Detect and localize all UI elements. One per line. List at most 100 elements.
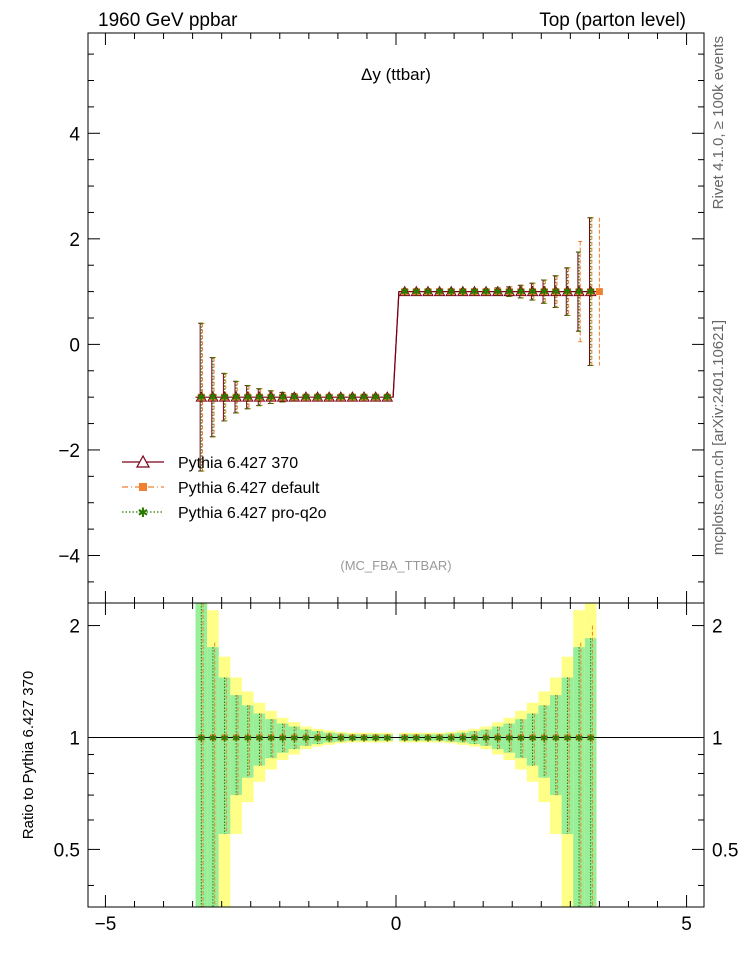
ratio-point-pythia-q2o: ✱ [459, 733, 467, 744]
ratio-point-pythia-default [198, 734, 205, 741]
star-marker-icon: ✱ [138, 505, 149, 520]
ratio-point-pythia-default [209, 734, 216, 741]
ratio-point-pythia-q2o: ✱ [412, 733, 420, 744]
data-point-pythia370 [334, 391, 347, 402]
ratio-point-pythia-q2o: ✱ [302, 733, 310, 744]
data-point-pythia-q2o: ✱ [359, 392, 368, 404]
ratio-point-pythia-default [314, 734, 321, 741]
ratio-series-group: ✱ ✱ ✱ ✱ ✱ ✱ ✱ ✱ ✱ ✱ ✱ ✱ ✱ ✱ ✱ ✱ ✱ ✱ ✱ ✱ ✱ ✱ ✱ ✱ ✱ ✱ ✱ ✱ ✱ ✱ ✱ ✱ ✱ ✱ [197, 603, 595, 907]
data-point-pythia370 [398, 285, 411, 297]
data-point-pythia-default [325, 393, 333, 401]
data-point-pythia-default [302, 393, 310, 401]
data-point-pythia370 [218, 391, 231, 402]
header-right-label: Top (parton level) [539, 10, 686, 31]
ratio-point-pythia-default [564, 734, 571, 741]
data-point-pythia370 [549, 285, 562, 297]
data-point-pythia-default [482, 288, 490, 296]
ratio-point-pythia-q2o: ✱ [278, 733, 286, 744]
ratio-point-pythia-default [517, 734, 524, 741]
ratio-point-pythia-q2o: ✱ [517, 733, 525, 744]
data-point-pythia-q2o: ✱ [412, 287, 421, 299]
ratio-y-tick-label-right: 2 [712, 617, 723, 638]
data-point-pythia-q2o: ✱ [208, 392, 217, 404]
data-point-pythia-q2o: ✱ [470, 287, 479, 299]
data-point-pythia-q2o: ✱ [574, 287, 583, 299]
data-point-pythia-default [348, 393, 356, 401]
ratio-point-pythia-default [483, 734, 490, 741]
data-point-pythia-q2o: ✱ [551, 287, 560, 299]
data-point-pythia-default [197, 393, 205, 401]
data-point-pythia370 [358, 391, 370, 402]
data-point-pythia370 [433, 285, 446, 297]
data-point-pythia-default [575, 288, 583, 296]
ratio-point-pythia-q2o: ✱ [337, 733, 345, 744]
ratio-point-pythia-q2o: ✱ [563, 733, 571, 744]
data-point-pythia370 [253, 391, 266, 402]
data-point-pythia370 [584, 285, 597, 297]
data-point-pythia-default [436, 288, 444, 296]
data-point-pythia370 [491, 285, 504, 297]
rivet-label: Rivet 4.1.0, ≥ 100k events [710, 36, 727, 209]
data-point-pythia-default [267, 393, 275, 401]
ratio-point-pythia-default [529, 734, 536, 741]
data-point-pythia370 [445, 285, 458, 297]
main-y-tick-label: 0 [69, 335, 80, 356]
legend-label-pythia-default: Pythia 6.427 default [178, 480, 320, 497]
ratio-point-pythia-default [233, 734, 240, 741]
main-y-tick-label: −4 [58, 547, 80, 568]
ratio-point-pythia-q2o: ✱ [447, 733, 455, 744]
data-point-pythia-default [244, 393, 252, 401]
ratio-y-ticks: 0.5 0.5 1 1 2 2 [54, 617, 738, 886]
ratio-point-pythia-default [401, 734, 408, 741]
data-point-pythia-q2o: ✱ [255, 392, 264, 404]
band-inner-bin [550, 695, 562, 796]
ratio-point-pythia-q2o: ✱ [197, 733, 205, 744]
data-point-pythia-q2o: ✱ [313, 392, 322, 404]
legend-entry-pythia-q2o: ✱ Pythia 6.427 pro-q2o [122, 505, 327, 522]
data-point-pythia-default [587, 288, 595, 296]
ratio-point-pythia-default [337, 734, 344, 741]
ratio-point-pythia-default [552, 734, 559, 741]
square-marker-icon [139, 483, 147, 491]
ratio-point-pythia-default [541, 734, 548, 741]
data-point-pythia-default [470, 288, 478, 296]
legend-label-pythia-q2o: Pythia 6.427 pro-q2o [178, 505, 327, 522]
data-point-pythia-q2o: ✱ [493, 287, 502, 299]
data-point-pythia-default [563, 288, 571, 296]
legend-entry-pythia-default: Pythia 6.427 default [122, 480, 320, 497]
ratio-point-pythia-q2o: ✱ [435, 733, 443, 744]
data-point-pythia-q2o: ✱ [325, 392, 334, 404]
data-point-pythia370 [468, 285, 481, 297]
data-point-pythia370 [480, 285, 492, 297]
ratio-point-pythia-q2o: ✱ [360, 733, 368, 744]
ratio-point-pythia-default [494, 734, 501, 741]
data-point-pythia-default [232, 393, 240, 401]
data-point-pythia-q2o: ✱ [563, 287, 572, 299]
ratio-y-tick-label-left: 1 [69, 728, 80, 749]
data-point-pythia-q2o: ✱ [266, 392, 275, 404]
ratio-point-pythia-q2o: ✱ [586, 733, 594, 744]
data-point-pythia370 [515, 285, 527, 297]
data-point-pythia-q2o: ✱ [220, 392, 229, 404]
data-point-pythia370 [561, 285, 574, 297]
x-tick-label: 0 [391, 914, 402, 935]
ratio-point-pythia-q2o: ✱ [313, 733, 321, 744]
legend: Pythia 6.427 370 Pythia 6.427 default ✱ … [122, 454, 327, 522]
ratio-point-pythia-default [291, 734, 298, 741]
ratio-plot-frame [87, 602, 705, 908]
ratio-point-pythia-default [256, 734, 263, 741]
main-y-tick-label: −2 [58, 441, 80, 462]
ratio-point-pythia-default [372, 734, 379, 741]
x-tick-label: −5 [95, 914, 117, 935]
band-inner-bin [584, 638, 597, 907]
ratio-point-pythia-default [436, 734, 443, 741]
ratio-y-axis-label: Ratio to Pythia 6.427 370 [20, 671, 37, 839]
ratio-point-pythia-default [268, 734, 275, 741]
data-point-pythia-default [459, 288, 467, 296]
ratio-y-tick-label-right: 0.5 [712, 840, 738, 861]
data-point-pythia-default [209, 393, 217, 401]
ratio-point-pythia-default [384, 734, 391, 741]
data-point-pythia-default [360, 393, 368, 401]
ratio-point-pythia-default [471, 734, 478, 741]
